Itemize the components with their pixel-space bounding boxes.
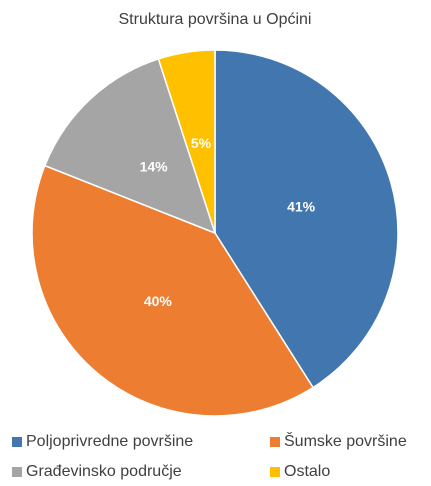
legend-label: Poljoprivredne površine: [26, 433, 193, 450]
legend-label: Šumske površine: [284, 431, 407, 450]
legend-swatch: [270, 467, 280, 477]
pie-slice: [31, 164, 315, 417]
legend-swatch: [270, 437, 280, 447]
data-label: 5%: [191, 135, 212, 151]
legend-label: Ostalo: [284, 463, 330, 480]
data-label: 40%: [144, 293, 173, 309]
pie-slice: [214, 49, 399, 389]
pie-slice: [157, 49, 216, 234]
data-label: 41%: [287, 199, 316, 215]
legend-label: Građevinsko područje: [26, 463, 182, 480]
legend-swatch: [12, 467, 22, 477]
legend-swatch: [12, 437, 22, 447]
data-label: 14%: [140, 158, 169, 174]
chart-title: Struktura površina u Općini: [119, 11, 312, 28]
